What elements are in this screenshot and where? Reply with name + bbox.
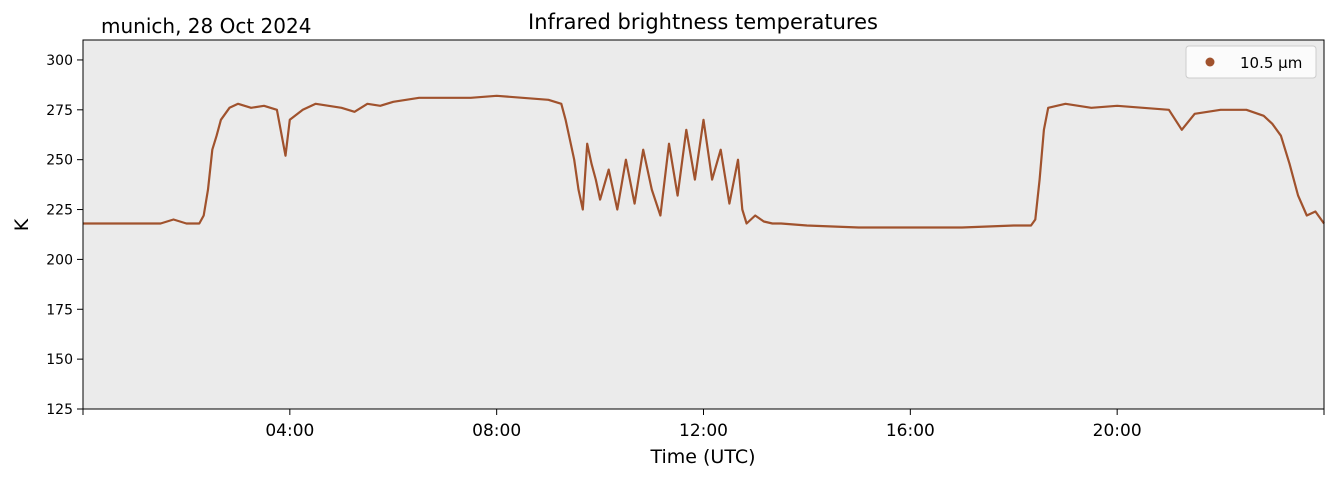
x-tick-label: 08:00	[472, 421, 521, 441]
x-tick-label: 20:00	[1093, 421, 1142, 441]
chart-title: Infrared brightness temperatures	[528, 10, 878, 34]
y-tick-label: 150	[46, 352, 73, 368]
x-axis-label: Time (UTC)	[649, 446, 755, 468]
y-tick-label: 200	[46, 252, 73, 268]
x-tick-label: 12:00	[679, 421, 728, 441]
y-axis-label: K	[11, 218, 33, 231]
location-date-label: munich, 28 Oct 2024	[101, 14, 311, 38]
legend-label: 10.5 µm	[1240, 54, 1302, 72]
y-tick-label: 175	[46, 302, 73, 318]
plot-frame	[82, 39, 1325, 410]
y-tick-label: 250	[46, 153, 73, 169]
y-axis-ticks: 125 150 175 200 225 250 275 300	[46, 53, 83, 418]
y-tick-label: 225	[46, 203, 73, 219]
series-line-10-5-um	[83, 94, 1325, 229]
x-tick-label: 16:00	[886, 421, 935, 441]
x-axis-ticks: 04:00 08:00 12:00 16:00 20:00	[82, 409, 1325, 441]
y-tick-label: 300	[46, 53, 73, 69]
y-tick-label: 275	[46, 103, 73, 119]
legend-box	[1185, 45, 1317, 79]
legend: 10.5 µm	[1185, 45, 1317, 79]
legend-marker	[1205, 57, 1215, 67]
x-tick-label: 04:00	[265, 421, 314, 441]
plot-area	[83, 40, 1324, 409]
y-tick-label: 125	[46, 402, 73, 418]
